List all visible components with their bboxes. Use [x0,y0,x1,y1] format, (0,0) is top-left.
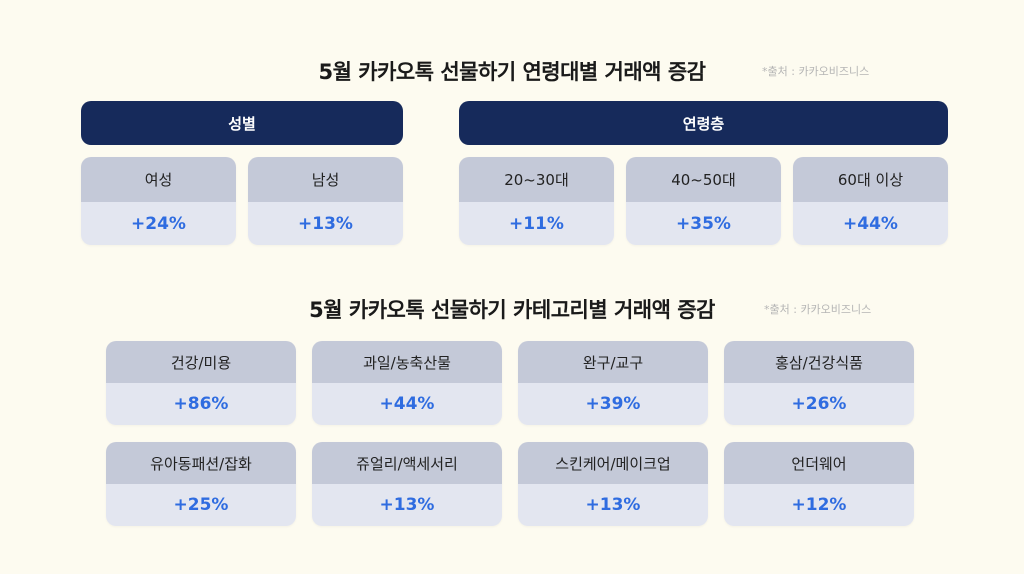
card-label: 스킨케어/메이크업 [518,442,708,484]
age-card-20-30: 20~30대 +11% [459,157,614,245]
card-value: +11% [459,202,614,245]
card-value: +35% [626,202,781,245]
category-card: 건강/미용 +86% [106,341,296,425]
card-label: 건강/미용 [106,341,296,383]
card-label: 40~50대 [626,157,781,202]
category-card: 유아동패션/잡화 +25% [106,442,296,526]
card-value: +12% [724,484,914,526]
card-label: 홍삼/건강식품 [724,341,914,383]
card-value: +13% [248,202,403,245]
age-header: 연령층 [459,101,948,145]
age-card-60-plus: 60대 이상 +44% [793,157,948,245]
section1-source: *출처 : 카카오비즈니스 [762,65,870,78]
gender-card-male: 남성 +13% [248,157,403,245]
category-card: 홍삼/건강식품 +26% [724,341,914,425]
gender-card-female: 여성 +24% [81,157,236,245]
card-value: +86% [106,383,296,425]
card-value: +26% [724,383,914,425]
category-card: 쥬얼리/액세서리 +13% [312,442,502,526]
section2-title: 5월 카카오톡 선물하기 카테고리별 거래액 증감 [309,298,715,322]
category-card: 언더웨어 +12% [724,442,914,526]
card-label: 20~30대 [459,157,614,202]
card-value: +24% [81,202,236,245]
card-value: +13% [312,484,502,526]
card-label: 유아동패션/잡화 [106,442,296,484]
card-label: 완구/교구 [518,341,708,383]
card-label: 남성 [248,157,403,202]
card-value: +44% [793,202,948,245]
card-value: +44% [312,383,502,425]
gender-header: 성별 [81,101,403,145]
category-card: 스킨케어/메이크업 +13% [518,442,708,526]
card-value: +13% [518,484,708,526]
card-label: 과일/농축산물 [312,341,502,383]
category-card: 완구/교구 +39% [518,341,708,425]
age-card-40-50: 40~50대 +35% [626,157,781,245]
card-label: 쥬얼리/액세서리 [312,442,502,484]
section1-title: 5월 카카오톡 선물하기 연령대별 거래액 증감 [318,60,706,84]
card-value: +25% [106,484,296,526]
card-label: 여성 [81,157,236,202]
section2-source: *출처 : 카카오비즈니스 [764,303,872,316]
card-label: 언더웨어 [724,442,914,484]
category-card: 과일/농축산물 +44% [312,341,502,425]
card-label: 60대 이상 [793,157,948,202]
card-value: +39% [518,383,708,425]
